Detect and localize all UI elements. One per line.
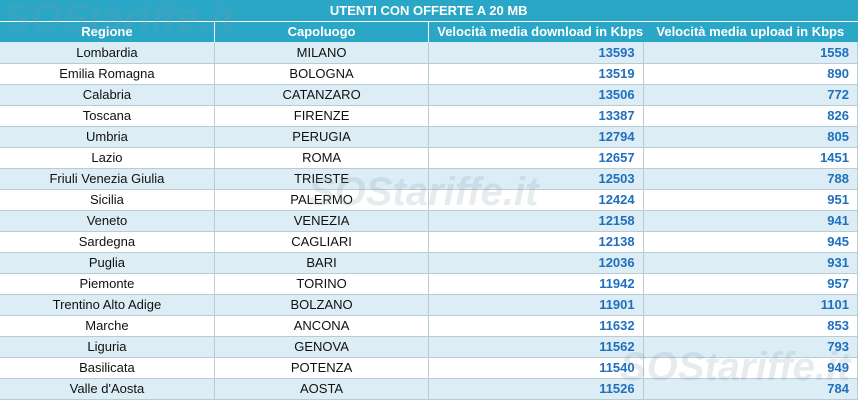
number-cell: 805 [643,126,858,148]
text-cell: Calabria [0,84,215,106]
table-row: Trentino Alto Adige BOLZANO 11901 1101 [0,294,858,316]
column-header: Regione [0,21,215,42]
text-cell: CAGLIARI [214,231,430,253]
text-cell: Puglia [0,252,215,274]
text-cell: Valle d'Aosta [0,378,215,400]
number-cell: 1558 [643,42,858,64]
text-cell: ROMA [214,147,430,169]
table-row: Lombardia MILANO 13593 1558 [0,42,858,64]
text-cell: Veneto [0,210,215,232]
text-cell: BARI [214,252,430,274]
table-row: Puglia BARI 12036 931 [0,252,858,274]
table-row: Marche ANCONA 11632 853 [0,315,858,337]
text-cell: Lombardia [0,42,215,64]
text-cell: PERUGIA [214,126,430,148]
text-cell: Lazio [0,147,215,169]
number-cell: 13506 [428,84,644,106]
number-cell: 941 [643,210,858,232]
table-row: Sardegna CAGLIARI 12138 945 [0,231,858,253]
text-cell: VENEZIA [214,210,430,232]
text-cell: Basilicata [0,357,215,379]
text-cell: Liguria [0,336,215,358]
number-cell: 788 [643,168,858,190]
table-title: UTENTI CON OFFERTE A 20 MB [0,0,858,22]
number-cell: 945 [643,231,858,253]
table-row: Basilicata POTENZA 11540 949 [0,357,858,379]
text-cell: ANCONA [214,315,430,337]
column-header: Velocità media download in Kbps [428,21,644,42]
number-cell: 11540 [428,357,644,379]
table-row: Calabria CATANZARO 13506 772 [0,84,858,106]
text-cell: Toscana [0,105,215,127]
table-row: Lazio ROMA 12657 1451 [0,147,858,169]
text-cell: Marche [0,315,215,337]
column-header: Velocità media upload in Kbps [643,21,858,42]
number-cell: 12158 [428,210,644,232]
text-cell: POTENZA [214,357,430,379]
number-cell: 772 [643,84,858,106]
text-cell: CATANZARO [214,84,430,106]
number-cell: 13593 [428,42,644,64]
number-cell: 13519 [428,63,644,85]
text-cell: AOSTA [214,378,430,400]
number-cell: 12503 [428,168,644,190]
column-header: Capoluogo [214,21,430,42]
number-cell: 12424 [428,189,644,211]
table-row: Emilia Romagna BOLOGNA 13519 890 [0,63,858,85]
number-cell: 890 [643,63,858,85]
number-cell: 1101 [643,294,858,316]
table-body: Lombardia MILANO 13593 1558 Emilia Romagna BO… [0,42,858,400]
text-cell: Trentino Alto Adige [0,294,215,316]
number-cell: 11562 [428,336,644,358]
number-cell: 931 [643,252,858,274]
text-cell: PALERMO [214,189,430,211]
number-cell: 11901 [428,294,644,316]
number-cell: 11526 [428,378,644,400]
number-cell: 11632 [428,315,644,337]
text-cell: Friuli Venezia Giulia [0,168,215,190]
number-cell: 793 [643,336,858,358]
text-cell: BOLZANO [214,294,430,316]
table-row: Piemonte TORINO 11942 957 [0,273,858,295]
text-cell: TRIESTE [214,168,430,190]
number-cell: 784 [643,378,858,400]
text-cell: FIRENZE [214,105,430,127]
number-cell: 853 [643,315,858,337]
text-cell: Piemonte [0,273,215,295]
table-row: Sicilia PALERMO 12424 951 [0,189,858,211]
title-row: UTENTI CON OFFERTE A 20 MB [0,0,858,22]
text-cell: Sicilia [0,189,215,211]
text-cell: MILANO [214,42,430,64]
number-cell: 12794 [428,126,644,148]
number-cell: 951 [643,189,858,211]
number-cell: 11942 [428,273,644,295]
table-row: Toscana FIRENZE 13387 826 [0,105,858,127]
table-row: Umbria PERUGIA 12794 805 [0,126,858,148]
number-cell: 957 [643,273,858,295]
table-row: Liguria GENOVA 11562 793 [0,336,858,358]
number-cell: 949 [643,357,858,379]
text-cell: Umbria [0,126,215,148]
table-row: Friuli Venezia Giulia TRIESTE 12503 788 [0,168,858,190]
number-cell: 1451 [643,147,858,169]
text-cell: TORINO [214,273,430,295]
text-cell: BOLOGNA [214,63,430,85]
text-cell: Emilia Romagna [0,63,215,85]
number-cell: 826 [643,105,858,127]
table-row: Veneto VENEZIA 12158 941 [0,210,858,232]
number-cell: 12036 [428,252,644,274]
number-cell: 12657 [428,147,644,169]
table-row: Valle d'Aosta AOSTA 11526 784 [0,378,858,400]
number-cell: 13387 [428,105,644,127]
text-cell: Sardegna [0,231,215,253]
text-cell: GENOVA [214,336,430,358]
header-row: Regione Capoluogo Velocità media download … [0,21,858,42]
number-cell: 12138 [428,231,644,253]
